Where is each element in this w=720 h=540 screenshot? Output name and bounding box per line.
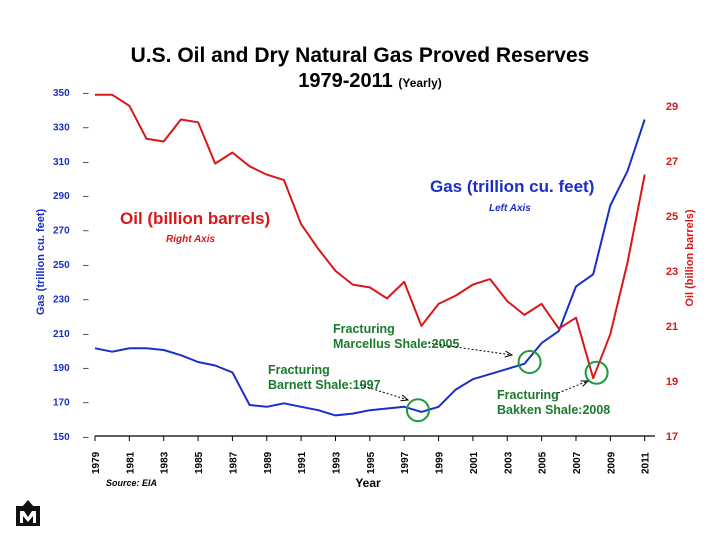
y-left-tick-label: 290 [53, 191, 70, 202]
y-right-tick-label: 27 [666, 156, 678, 168]
oil-series-label: Oil (billion barrels) [120, 209, 270, 228]
x-tick-label: 1997 [400, 451, 411, 474]
source-note: Source: EIA [106, 478, 157, 488]
y-left-axis-title: Gas (trillion cu. feet) [35, 208, 47, 315]
oil-series-line [95, 93, 646, 380]
y-left-tick-dash: – [83, 226, 89, 237]
chart-lines [94, 93, 646, 417]
annotation-detail: Bakken Shale:2008 [497, 403, 610, 417]
x-tick-label: 1989 [263, 451, 274, 474]
annotation-circle [405, 398, 430, 423]
x-tick-label: 1999 [435, 451, 446, 474]
y-right-tick-label: 23 [666, 266, 678, 278]
annotation-title: Fracturing [333, 322, 395, 336]
annotation-circle [517, 350, 542, 375]
y-right-axis-title: Oil (billion barrels) [684, 209, 696, 307]
chart-axes: 350 – 330 – 310 – 290 – 270 – 250 – 230 – 210 – 190 – 170 –… [53, 88, 678, 474]
y-left-tick-dash: – [83, 432, 89, 443]
x-tick-label: 1983 [160, 451, 171, 474]
y-left-tick-dash: – [83, 294, 89, 305]
gas-series-label: Gas (trillion cu. feet) [430, 177, 594, 196]
y-right-tick-label: 21 [666, 321, 678, 333]
y-right-tick-label: 19 [666, 376, 678, 388]
oil-axis-note: Right Axis [166, 234, 216, 245]
y-left-tick-dash: – [83, 363, 89, 374]
chart-labels: Year Gas (trillion cu. feet) Oil (billion … [35, 177, 696, 490]
y-left-tick-label: 330 [53, 122, 70, 133]
y-left-tick-label: 190 [53, 363, 70, 374]
gas-series-line [94, 119, 646, 417]
subtitle-note: (Yearly) [398, 76, 442, 90]
x-tick-label: 1995 [366, 451, 377, 474]
annotation-title: Fracturing [497, 388, 559, 402]
y-left-tick-dash: – [83, 157, 89, 168]
x-tick-label: 2009 [606, 451, 617, 474]
subtitle-years: 1979-2011 [298, 70, 393, 92]
y-left-tick-label: 270 [53, 226, 70, 237]
y-left-tick-dash: – [83, 191, 89, 202]
y-left-tick-label: 310 [53, 157, 70, 168]
x-tick-label: 2005 [538, 451, 549, 474]
annotation-detail: Barnett Shale:1997 [268, 378, 381, 392]
y-left-tick-dash: – [83, 88, 89, 99]
chart-subtitle: 1979-2011 (Yearly) [0, 70, 720, 93]
x-tick-label: 2001 [469, 451, 480, 474]
annotation-title: Fracturing [268, 363, 330, 377]
x-axis-title: Year [355, 476, 381, 490]
x-tick-label: 2007 [572, 451, 583, 474]
y-left-tick-label: 350 [53, 88, 70, 99]
x-tick-label: 1987 [228, 451, 239, 474]
y-right-tick-label: 25 [666, 211, 678, 223]
annotation-circle [584, 360, 609, 385]
x-tick-label: 1991 [297, 451, 308, 474]
annotation-detail: Marcellus Shale:2005 [333, 337, 460, 351]
logo-icon [16, 500, 40, 526]
y-left-tick-label: 170 [53, 398, 70, 409]
x-tick-label: 1985 [194, 451, 205, 474]
y-right-tick-label: 17 [666, 431, 678, 443]
y-left-tick-dash: – [83, 329, 89, 340]
gas-axis-note: Left Axis [489, 203, 531, 214]
x-tick-label: 1979 [91, 451, 102, 474]
x-tick-label: 1993 [331, 451, 342, 474]
x-tick-label: 2003 [503, 451, 514, 474]
y-left-tick-dash: – [83, 122, 89, 133]
x-tick-label: 2011 [641, 452, 652, 474]
y-left-tick-label: 230 [53, 294, 70, 305]
annotation-arrow [359, 384, 408, 400]
y-left-tick-label: 210 [53, 329, 70, 340]
annotation-arrow [557, 381, 588, 394]
y-right-tick-label: 29 [666, 101, 678, 113]
y-left-tick-dash: – [83, 260, 89, 271]
y-left-tick-dash: – [83, 398, 89, 409]
y-left-tick-label: 250 [53, 260, 70, 271]
chart-title: U.S. Oil and Dry Natural Gas Proved Rese… [130, 44, 590, 67]
y-left-tick-label: 150 [53, 432, 70, 443]
x-tick-label: 1981 [125, 451, 136, 474]
